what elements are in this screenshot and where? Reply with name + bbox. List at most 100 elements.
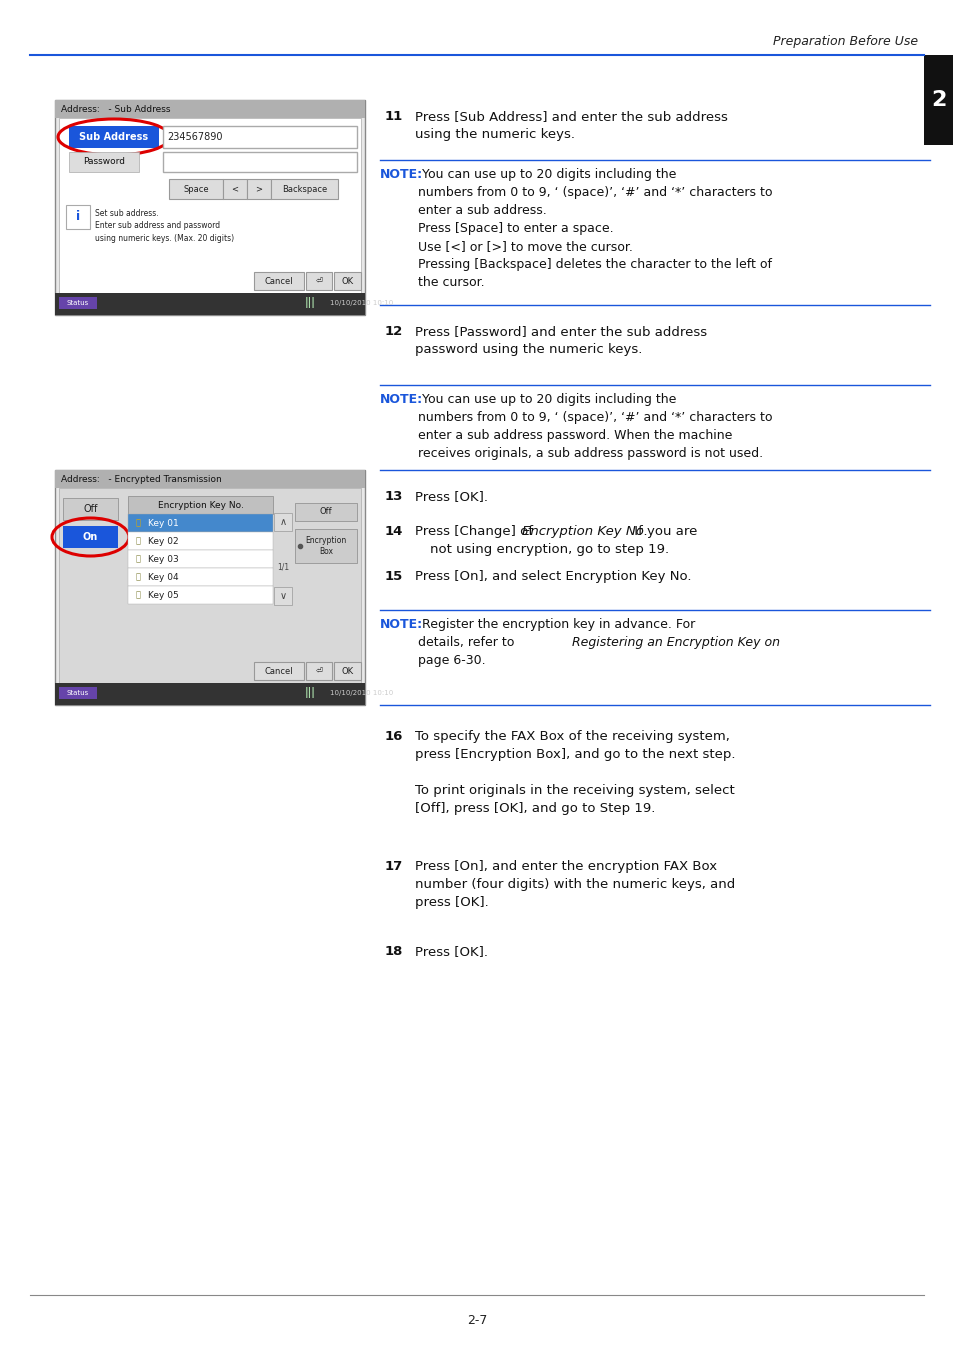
FancyBboxPatch shape <box>294 504 356 521</box>
Text: If you are: If you are <box>629 525 697 539</box>
Text: Key 05: Key 05 <box>148 590 178 599</box>
FancyBboxPatch shape <box>253 271 304 290</box>
FancyBboxPatch shape <box>59 487 360 683</box>
FancyBboxPatch shape <box>128 514 273 532</box>
Text: Key 01: Key 01 <box>148 518 178 528</box>
FancyBboxPatch shape <box>334 271 360 290</box>
Text: 🔑: 🔑 <box>135 572 140 582</box>
FancyBboxPatch shape <box>163 126 356 148</box>
FancyBboxPatch shape <box>271 180 337 198</box>
Text: Register the encryption key in advance. For
details, refer to: Register the encryption key in advance. … <box>417 618 695 649</box>
Text: OK: OK <box>341 667 354 675</box>
FancyBboxPatch shape <box>128 586 273 603</box>
FancyBboxPatch shape <box>253 662 304 680</box>
FancyBboxPatch shape <box>59 297 97 309</box>
FancyBboxPatch shape <box>55 100 365 117</box>
Text: NOTE:: NOTE: <box>379 393 423 406</box>
Text: NOTE:: NOTE: <box>379 167 423 181</box>
Text: Space: Space <box>183 185 209 193</box>
FancyBboxPatch shape <box>334 662 360 680</box>
Text: 15: 15 <box>385 570 403 583</box>
Text: i: i <box>76 211 80 224</box>
Text: Status: Status <box>67 690 89 697</box>
FancyBboxPatch shape <box>274 587 292 605</box>
FancyBboxPatch shape <box>128 549 273 568</box>
Text: 11: 11 <box>385 109 403 123</box>
Text: Backspace: Backspace <box>281 185 327 193</box>
FancyBboxPatch shape <box>55 100 365 315</box>
FancyBboxPatch shape <box>55 293 365 315</box>
Text: NOTE:: NOTE: <box>379 618 423 630</box>
FancyBboxPatch shape <box>223 180 247 198</box>
FancyBboxPatch shape <box>59 687 97 699</box>
Text: Preparation Before Use: Preparation Before Use <box>772 35 917 49</box>
FancyBboxPatch shape <box>59 117 360 293</box>
FancyBboxPatch shape <box>55 470 365 487</box>
Text: ∨: ∨ <box>279 591 286 601</box>
Text: You can use up to 20 digits including the
numbers from 0 to 9, ‘ (space)’, ‘#’ a: You can use up to 20 digits including th… <box>417 393 772 460</box>
Text: Off: Off <box>83 504 97 514</box>
Text: Key 02: Key 02 <box>148 536 178 545</box>
Text: Press [OK].: Press [OK]. <box>415 490 488 504</box>
Text: 16: 16 <box>385 730 403 742</box>
FancyBboxPatch shape <box>55 683 365 705</box>
Text: 1/1: 1/1 <box>276 563 289 571</box>
Text: Press [On], and select Encryption Key No.: Press [On], and select Encryption Key No… <box>415 570 691 583</box>
Text: 13: 13 <box>385 490 403 504</box>
Text: Off: Off <box>319 508 332 517</box>
Text: Encryption Key No.: Encryption Key No. <box>157 501 243 509</box>
Text: Press [On], and enter the encryption FAX Box
number (four digits) with the numer: Press [On], and enter the encryption FAX… <box>415 860 735 909</box>
FancyBboxPatch shape <box>169 180 223 198</box>
Text: Address:   - Sub Address: Address: - Sub Address <box>61 104 171 113</box>
Text: Status: Status <box>67 300 89 306</box>
Text: Encryption
Box: Encryption Box <box>305 536 346 556</box>
Text: Registering an Encryption Key on: Registering an Encryption Key on <box>572 636 780 649</box>
Text: <: < <box>232 185 238 193</box>
FancyBboxPatch shape <box>923 55 953 144</box>
Text: OK: OK <box>341 277 354 285</box>
Text: 🔑: 🔑 <box>135 555 140 563</box>
FancyBboxPatch shape <box>128 532 273 549</box>
Text: 14: 14 <box>385 525 403 539</box>
Text: Press [Password] and enter the sub address
password using the numeric keys.: Press [Password] and enter the sub addre… <box>415 325 706 356</box>
FancyBboxPatch shape <box>128 495 273 514</box>
Text: Press [Change] of: Press [Change] of <box>415 525 537 539</box>
Text: Key 04: Key 04 <box>148 572 178 582</box>
FancyBboxPatch shape <box>247 180 271 198</box>
Text: 17: 17 <box>385 860 403 873</box>
FancyBboxPatch shape <box>69 126 159 148</box>
FancyBboxPatch shape <box>63 498 118 520</box>
Text: Set sub address.
Enter sub address and password
using numeric keys. (Max. 20 dig: Set sub address. Enter sub address and p… <box>95 209 233 243</box>
Text: 🔑: 🔑 <box>135 536 140 545</box>
Text: 🔑: 🔑 <box>135 590 140 599</box>
Text: 🔑: 🔑 <box>135 518 140 528</box>
FancyBboxPatch shape <box>163 153 356 171</box>
Text: |||: ||| <box>305 687 315 698</box>
Text: 234567890: 234567890 <box>167 132 222 142</box>
FancyBboxPatch shape <box>63 526 118 548</box>
Text: page 6-30.: page 6-30. <box>417 653 485 667</box>
Text: >: > <box>255 185 262 193</box>
Text: On: On <box>83 532 98 541</box>
FancyBboxPatch shape <box>306 662 332 680</box>
FancyBboxPatch shape <box>69 153 139 171</box>
Text: ∧: ∧ <box>279 517 286 526</box>
Text: |||: ||| <box>305 297 315 309</box>
FancyBboxPatch shape <box>55 470 365 705</box>
Text: ⏎: ⏎ <box>315 667 322 675</box>
FancyBboxPatch shape <box>66 205 90 230</box>
FancyBboxPatch shape <box>306 271 332 290</box>
Text: Cancel: Cancel <box>264 277 293 285</box>
Text: 18: 18 <box>385 945 403 958</box>
Text: To specify the FAX Box of the receiving system,
press [Encryption Box], and go t: To specify the FAX Box of the receiving … <box>415 730 735 815</box>
Text: 2-7: 2-7 <box>466 1314 487 1327</box>
Text: Address:   - Encrypted Transmission: Address: - Encrypted Transmission <box>61 474 221 483</box>
Text: 2: 2 <box>930 90 945 109</box>
Text: 10/10/2010 10:10: 10/10/2010 10:10 <box>330 300 393 306</box>
Text: Key 03: Key 03 <box>148 555 178 563</box>
Text: 10/10/2010 10:10: 10/10/2010 10:10 <box>330 690 393 697</box>
Text: Press [OK].: Press [OK]. <box>415 945 488 958</box>
Text: 12: 12 <box>385 325 403 338</box>
Text: not using encryption, go to step 19.: not using encryption, go to step 19. <box>430 543 668 556</box>
FancyBboxPatch shape <box>274 513 292 531</box>
